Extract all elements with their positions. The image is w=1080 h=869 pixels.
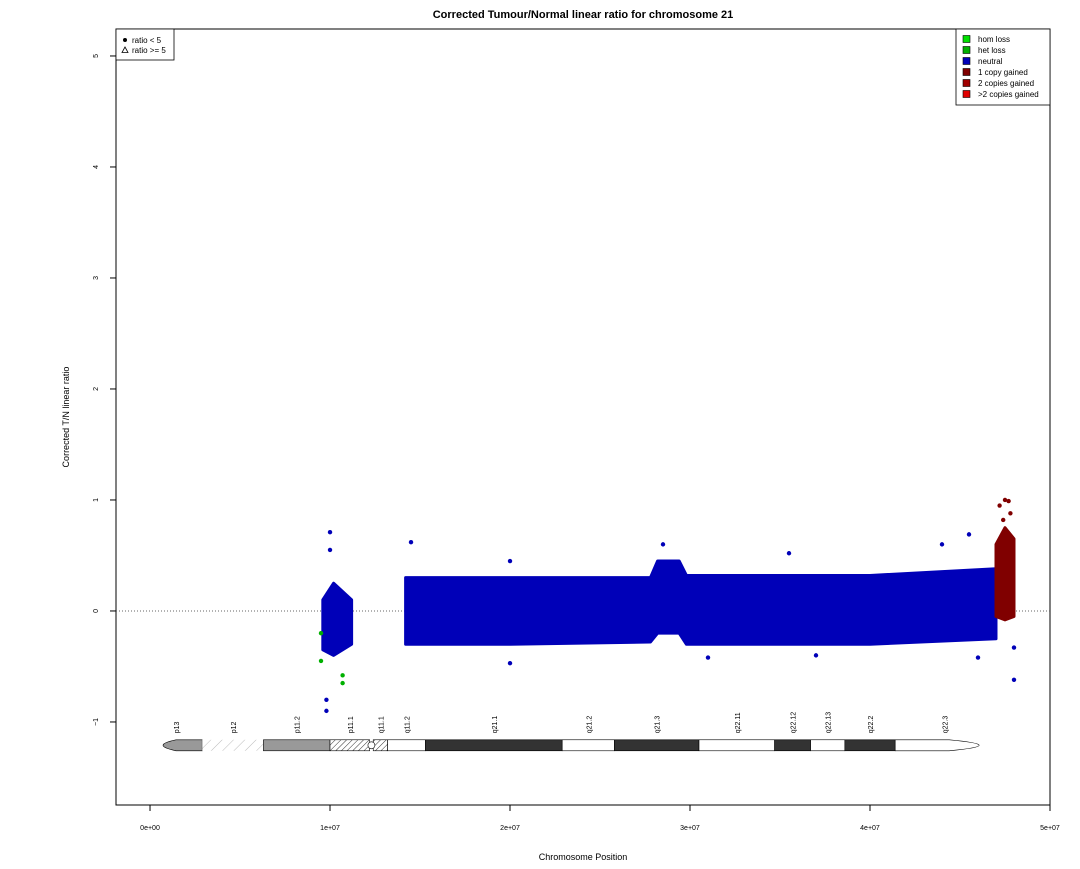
ideogram-band (810, 739, 846, 752)
ideogram-band (698, 739, 775, 752)
data-point (507, 660, 513, 666)
x-tick-label: 5e+07 (1040, 825, 1060, 832)
data-point (705, 655, 711, 660)
data-point (1006, 498, 1011, 504)
point-cloud (994, 526, 1016, 622)
x-tick-label: 3e+07 (680, 825, 700, 832)
ideogram-band (614, 739, 700, 752)
data-point (966, 532, 972, 537)
legend-symbol (123, 38, 127, 42)
chart-title: Corrected Tumour/Normal linear ratio for… (433, 9, 734, 21)
legend-label: ratio >= 5 (132, 46, 166, 55)
data-point (1001, 517, 1006, 523)
data-point (340, 673, 345, 678)
legend-label: ratio < 5 (132, 36, 162, 45)
band-label: q21.1 (492, 716, 499, 734)
data-point (324, 697, 329, 702)
plot-frame (115, 28, 1051, 806)
legend-swatch (962, 46, 971, 54)
data-point (408, 539, 414, 545)
band-label: q22.2 (868, 716, 875, 734)
y-tick-label: 3 (93, 276, 100, 280)
band-label: q21.2 (586, 716, 593, 734)
x-tick-label: 4e+07 (860, 825, 880, 832)
data-point (1011, 645, 1017, 650)
x-tick-label: 0e+00 (140, 825, 160, 832)
ideogram-band (162, 739, 203, 752)
ideogram-band (202, 739, 264, 751)
data-point (997, 503, 1002, 508)
ideogram-band (561, 739, 615, 752)
legend-swatch (962, 57, 971, 65)
data-point (1002, 497, 1008, 503)
data-point (340, 680, 345, 686)
data-point (327, 529, 333, 535)
ideogram: p13 p12 p11.2 p11.1 q11.1 q11.2 q21.1 q21.2 q21.… (162, 712, 980, 752)
point-cloud (404, 559, 998, 646)
band-label: p13 (174, 721, 181, 733)
legend-label: hom loss (978, 35, 1010, 44)
legend-box (955, 28, 1051, 106)
ideogram-band (387, 739, 426, 752)
data-point (939, 542, 945, 547)
y-tick-label: 0 (93, 609, 100, 613)
x-axis-label: Chromosome Position (539, 852, 628, 862)
shape-legend-box (115, 28, 175, 61)
x-tick-label: 1e+07 (320, 825, 340, 832)
data-point (318, 630, 324, 636)
y-tick-label: 2 (93, 387, 100, 391)
band-label: q22.11 (735, 712, 742, 733)
ideogram-band (425, 739, 563, 752)
ideogram-band (894, 739, 980, 752)
band-label: q11.2 (405, 716, 412, 733)
band-label: q11.1 (378, 716, 385, 733)
data-point (813, 653, 819, 658)
y-axis-label: Corrected T/N linear ratio (61, 367, 71, 468)
band-label: q22.12 (791, 712, 798, 734)
y-tick-label: 5 (93, 54, 100, 58)
y-tick-label: −1 (93, 718, 100, 726)
y-tick-label: 4 (93, 165, 100, 169)
ideogram-band (329, 739, 370, 752)
ideogram-band (372, 739, 388, 752)
data-point (318, 658, 324, 664)
data-point (975, 655, 981, 660)
point-cloud (321, 581, 354, 657)
band-label: p11.1 (348, 716, 355, 733)
legend-label: 1 copy gained (978, 68, 1028, 77)
band-label: q21.3 (655, 716, 662, 734)
data-point (660, 542, 666, 547)
x-tick-label: 2e+07 (500, 825, 520, 832)
legend-swatch (962, 68, 971, 76)
data-point (507, 558, 513, 564)
y-tick-label: 1 (93, 498, 100, 502)
band-label: p12 (231, 721, 238, 733)
data-point (1011, 677, 1017, 682)
legend-label: 2 copies gained (978, 79, 1034, 88)
ideogram-band (263, 739, 331, 752)
band-label: p11.2 (295, 716, 302, 733)
legend-label: >2 copies gained (978, 90, 1039, 99)
legend-swatch (962, 90, 971, 98)
ideogram-band (844, 739, 896, 752)
data-point (1008, 511, 1013, 516)
data-point (327, 547, 333, 553)
band-label: q22.3 (943, 716, 950, 734)
legend-symbol (121, 46, 129, 53)
band-label: q22.13 (826, 712, 833, 734)
legend-label: het loss (978, 46, 1006, 55)
legend-label: neutral (978, 57, 1003, 66)
legend-swatch (962, 35, 971, 43)
centromere (367, 741, 376, 750)
ideogram-band (774, 739, 811, 752)
data-point (786, 551, 792, 556)
data-point (324, 708, 329, 714)
legend-swatch (962, 79, 971, 87)
